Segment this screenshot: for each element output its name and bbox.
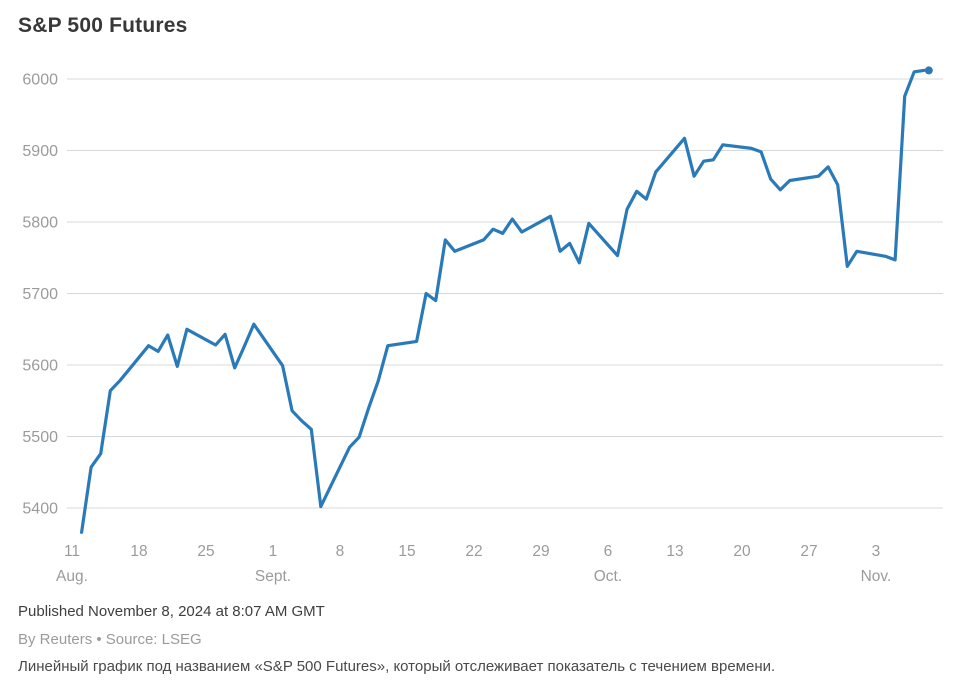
x-axis-month-label: Aug.: [56, 568, 88, 585]
price-chart: 6000 5900 5800 5700 5600 5500 5400 11 Aug. 18 25 1 S…: [22, 66, 943, 585]
x-axis-day-label: 11: [64, 543, 80, 560]
x-axis-day-label: 15: [398, 543, 415, 560]
byline-source: By Reuters • Source: LSEG: [18, 631, 202, 648]
x-axis-day-label: 8: [336, 543, 345, 560]
x-axis-day-label: 29: [532, 543, 549, 560]
x-axis-day-label: 27: [800, 543, 817, 560]
published-timestamp: Published November 8, 2024 at 8:07 AM GM…: [18, 603, 325, 620]
chart-description: Линейный график под названием «S&P 500 F…: [18, 658, 776, 675]
x-axis-day-label: 18: [130, 543, 147, 560]
x-axis-day-label: 13: [666, 543, 683, 560]
x-axis-day-label: 22: [465, 543, 482, 560]
y-axis-label: 6000: [22, 72, 58, 89]
x-axis-month-label: Oct.: [594, 568, 622, 585]
chart-title: S&P 500 Futures: [18, 14, 188, 37]
x-axis-month-label: Nov.: [861, 568, 892, 585]
price-line: [80, 68, 926, 534]
y-axis-label: 5800: [22, 215, 58, 232]
x-axis-day-label: 20: [733, 543, 751, 560]
chart-footer: Published November 8, 2024 at 8:07 AM GM…: [18, 603, 948, 675]
y-axis-label: 5400: [22, 501, 58, 518]
x-axis-day-label: 6: [604, 543, 613, 560]
x-axis-day-label: 25: [197, 543, 214, 560]
x-axis-day-label: 3: [872, 543, 881, 560]
y-axis-label: 5700: [22, 286, 58, 303]
y-axis-label: 5600: [22, 358, 58, 375]
x-axis-day-label: 1: [269, 543, 278, 560]
price-line-end-dot: [924, 66, 933, 75]
x-axis-month-label: Sept.: [255, 568, 291, 585]
y-axis-label: 5500: [22, 429, 58, 446]
y-axis-label: 5900: [22, 143, 58, 160]
